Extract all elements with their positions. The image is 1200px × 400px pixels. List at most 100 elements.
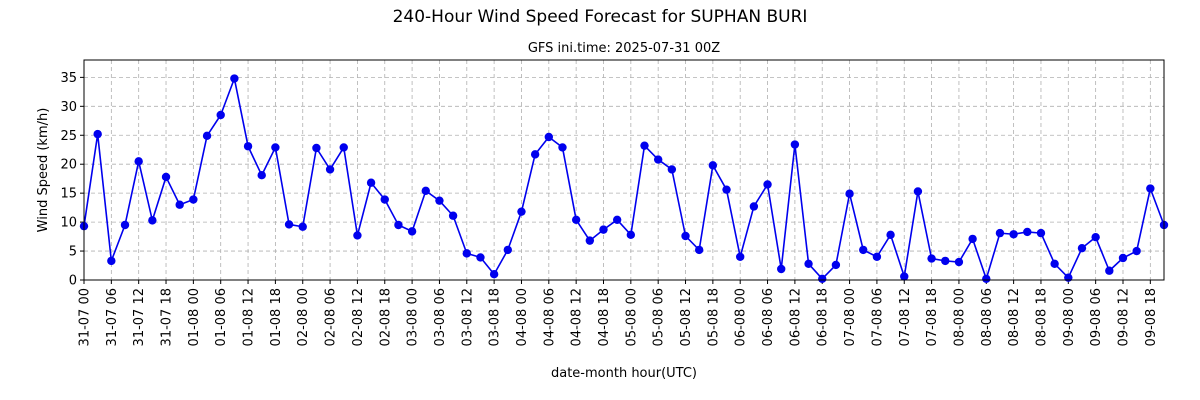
x-tick-label: 01-08 18 (269, 288, 284, 346)
chart-subtitle: GFS ini.time: 2025-07-31 00Z (528, 41, 720, 56)
x-tick-label: 09-08 06 (1089, 288, 1104, 346)
data-point (1146, 184, 1155, 193)
data-point (1050, 259, 1059, 268)
y-tick-label: 25 (60, 129, 77, 144)
x-tick-label: 31-07 00 (78, 288, 93, 346)
y-tick-label: 0 (69, 274, 77, 289)
data-point (339, 143, 348, 152)
plot-frame (83, 59, 1165, 281)
data-point (612, 215, 622, 224)
y-axis-label: Wind Speed (km/h) (36, 108, 51, 233)
x-tick-label: 07-08 00 (843, 288, 858, 346)
data-point (530, 150, 540, 159)
data-point (134, 157, 143, 166)
x-tick-label: 08-08 06 (980, 288, 995, 346)
y-tick-label: 20 (60, 158, 77, 173)
data-point (298, 222, 307, 231)
data-point (120, 220, 130, 230)
x-tick-label: 02-08 18 (378, 288, 393, 346)
data-point (1023, 227, 1032, 237)
data-point (900, 272, 909, 281)
data-point (1118, 253, 1128, 263)
data-point (694, 245, 704, 255)
data-point (243, 142, 253, 151)
x-tick-label: 06-08 00 (734, 288, 749, 346)
x-tick-label: 01-08 12 (242, 288, 257, 346)
data-point (380, 195, 389, 204)
data-point (571, 215, 581, 224)
data-point (216, 110, 225, 120)
data-point (353, 231, 362, 240)
y-tick-label: 30 (60, 100, 77, 115)
data-point (599, 225, 608, 234)
data-point (886, 230, 895, 240)
data-point (927, 254, 936, 263)
data-point (804, 259, 813, 268)
data-point (394, 220, 403, 230)
y-tick-label: 5 (69, 245, 77, 260)
data-point (653, 155, 663, 164)
data-point (941, 256, 950, 266)
data-point (435, 196, 444, 205)
data-point (189, 195, 198, 204)
x-tick-label: 31-07 18 (160, 288, 175, 346)
data-point (271, 143, 280, 152)
chart-title: 240-Hour Wind Speed Forecast for SUPHAN … (393, 7, 808, 27)
data-point (626, 230, 636, 240)
x-tick-label: 03-08 18 (488, 288, 503, 346)
series-wind-speed (79, 74, 1169, 284)
data-point (161, 172, 171, 182)
x-tick-label: 03-08 00 (406, 288, 421, 346)
data-point (1064, 273, 1073, 282)
y-tick-label: 15 (60, 187, 77, 202)
x-tick-label: 02-08 06 (324, 288, 339, 346)
data-point (1036, 228, 1046, 238)
data-point (968, 234, 977, 244)
x-tick-label: 08-08 12 (1007, 288, 1022, 346)
x-tick-label: 08-08 00 (952, 288, 967, 346)
x-tick-label: 04-08 06 (542, 288, 557, 346)
series-line (83, 77, 1165, 280)
data-point (462, 249, 471, 258)
data-point (312, 143, 321, 153)
data-point (722, 185, 731, 194)
data-point (777, 264, 786, 274)
data-point (1105, 266, 1114, 275)
data-point (982, 274, 991, 284)
x-tick-label: 01-08 06 (214, 288, 229, 346)
x-tick-label: 02-08 00 (296, 288, 311, 346)
data-point (831, 260, 841, 270)
data-point (749, 202, 759, 211)
x-tick-label: 05-08 12 (679, 288, 694, 346)
x-tick-label: 05-08 18 (706, 288, 721, 346)
data-point (790, 140, 800, 149)
y-axis: 0 5 10 15 20 25 30 35 (60, 71, 84, 289)
data-point (763, 180, 772, 189)
data-point (640, 141, 649, 150)
data-point (736, 252, 745, 262)
x-tick-label: 06-08 06 (761, 288, 776, 346)
data-point (476, 253, 485, 262)
data-point (708, 161, 718, 170)
grid-lines (83, 60, 1164, 281)
data-point (421, 186, 430, 196)
data-point (872, 252, 882, 262)
data-point (954, 257, 964, 267)
data-point (667, 165, 677, 174)
y-tick-label: 10 (60, 216, 77, 231)
data-point (448, 211, 458, 220)
x-tick-label: 04-08 00 (515, 288, 530, 346)
y-tick-label: 35 (60, 71, 77, 86)
data-point (995, 228, 1005, 238)
data-point (407, 227, 417, 236)
data-point (1091, 232, 1100, 242)
x-tick-label: 09-08 12 (1116, 288, 1131, 346)
data-point (366, 178, 376, 187)
data-point (517, 207, 526, 216)
x-tick-label: 01-08 00 (187, 288, 202, 346)
data-point (257, 171, 266, 180)
data-point (93, 129, 102, 139)
data-point (503, 245, 512, 255)
data-point (148, 216, 157, 225)
